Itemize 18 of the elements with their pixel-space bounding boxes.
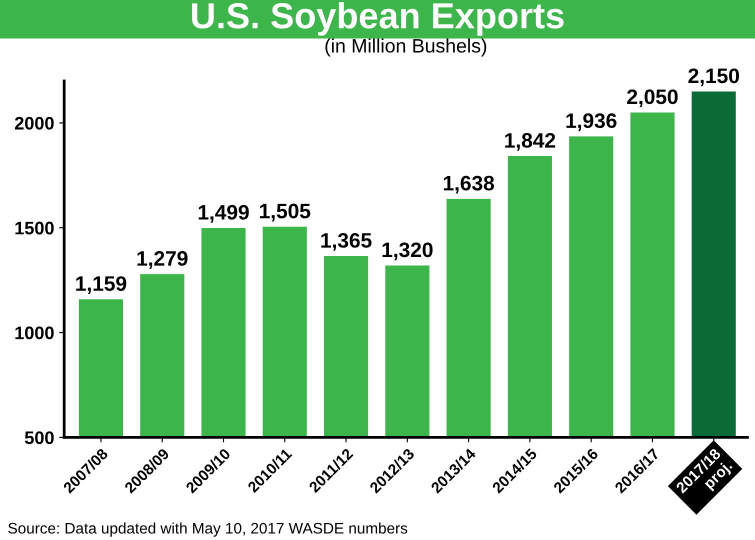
y-tick-label: 1500 bbox=[15, 222, 54, 234]
source-note: Source: Data updated with May 10, 2017 WASDE numbers bbox=[8, 522, 408, 537]
y-tick-label: 500 bbox=[24, 431, 54, 444]
data-label: 1,505 bbox=[260, 204, 310, 222]
data-label: 1,320 bbox=[382, 242, 433, 260]
data-label: 1,279 bbox=[137, 251, 188, 269]
data-label: 2,050 bbox=[627, 89, 678, 108]
data-label: 1,842 bbox=[505, 133, 556, 151]
data-label: 2,150 bbox=[688, 68, 739, 86]
data-label: 1,159 bbox=[76, 276, 126, 294]
chart-title: U.S. Soybean Exports bbox=[192, 2, 564, 36]
data-label: 1,936 bbox=[566, 113, 616, 132]
data-label: 1,365 bbox=[321, 233, 372, 251]
data-label: 1,499 bbox=[198, 204, 249, 223]
y-tick-label: 2000 bbox=[14, 116, 54, 130]
data-label: 1,638 bbox=[444, 176, 494, 194]
y-tick-label: 1000 bbox=[15, 326, 54, 340]
chart-subtitle: (in Million Bushels) bbox=[325, 38, 486, 57]
